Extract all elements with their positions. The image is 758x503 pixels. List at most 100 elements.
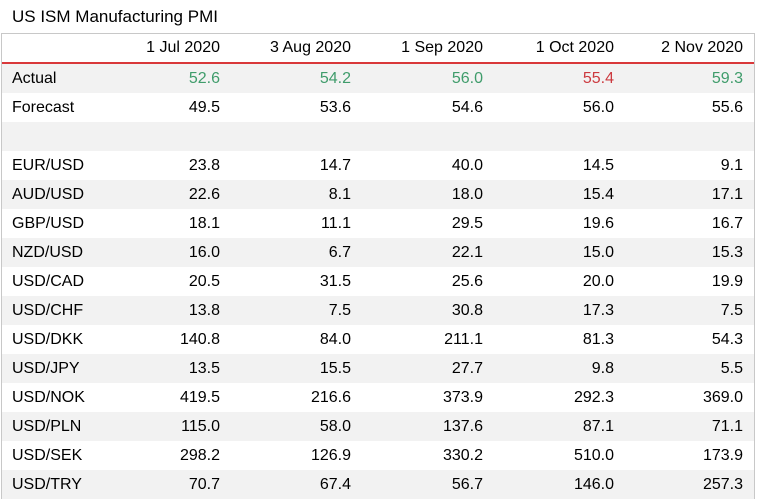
pair-value: 17.3 — [483, 296, 614, 325]
pair-value: 173.9 — [702, 446, 743, 464]
pair-value: 13.8 — [89, 296, 220, 325]
pair-value: 7.5 — [614, 296, 754, 325]
pair-value: 23.8 — [188, 156, 220, 174]
actual-value: 54.2 — [220, 63, 351, 93]
currency-pair-row: EUR/USD 23.8 14.7 40.0 14.5 9.1 — [2, 151, 754, 180]
pair-value: 126.9 — [310, 446, 351, 464]
pair-value: 15.3 — [614, 238, 754, 267]
pair-value: 9.1 — [720, 156, 743, 174]
currency-pair-row: AUD/USD 22.6 8.1 18.0 15.4 17.1 — [2, 180, 754, 209]
column-header: 1 Sep 2020 — [351, 34, 483, 64]
pair-value: 373.9 — [442, 388, 483, 406]
pair-value: 31.5 — [319, 272, 351, 290]
actual-row: Actual 52.6 54.2 56.0 55.4 59.3 — [2, 63, 754, 93]
actual-value: 59.3 — [614, 63, 754, 93]
row-label: Actual — [2, 63, 89, 93]
column-header: 2 Nov 2020 — [614, 34, 754, 64]
pair-value: 211.1 — [444, 330, 483, 348]
currency-pairs-body: EUR/USD 23.8 14.7 40.0 14.5 9.1 AUD/USD 22.6 8.1… — [2, 151, 754, 499]
pair-value: 115.0 — [89, 412, 220, 441]
actual-value: 56.0 — [351, 63, 483, 93]
pair-value: 8.1 — [220, 180, 351, 209]
forecast-row: Forecast 49.5 53.6 54.6 56.0 55.6 — [2, 93, 754, 122]
pair-label: USD/NOK — [12, 388, 85, 406]
pair-value: 15.0 — [483, 238, 614, 267]
pair-value: 17.1 — [614, 180, 754, 209]
pair-label: USD/CAD — [12, 272, 85, 290]
pair-value: 20.0 — [582, 272, 614, 290]
pair-value: 13.5 — [89, 354, 220, 383]
pair-value: 257.3 — [614, 470, 754, 499]
pair-value: 19.9 — [711, 272, 743, 290]
table-title: US ISM Manufacturing PMI — [12, 7, 218, 26]
pair-label: USD/DKK — [12, 330, 84, 348]
pair-value: 330.2 — [442, 446, 483, 464]
currency-pair-row: USD/DKK 140.8 84.0 211.1 81.3 54.3 — [2, 325, 754, 354]
pair-value: 58.0 — [220, 412, 351, 441]
currency-pair-row: USD/TRY 70.7 67.4 56.7 146.0 257.3 — [2, 470, 754, 499]
pair-value: 19.6 — [582, 214, 614, 232]
pair-value: 14.7 — [319, 156, 351, 174]
pair-value: 29.5 — [451, 214, 483, 232]
pair-value: 40.0 — [451, 156, 483, 174]
pair-value: 81.3 — [582, 330, 614, 348]
currency-pair-row: USD/SEK 298.2 126.9 330.2 510.0 173.9 — [2, 441, 754, 470]
pair-label: USD/TRY — [2, 470, 89, 499]
pair-value: 5.5 — [614, 354, 754, 383]
pair-value: 298.2 — [179, 446, 220, 464]
pair-value: 54.3 — [711, 330, 743, 348]
pair-label: USD/JPY — [2, 354, 89, 383]
pair-value: 84.0 — [319, 330, 351, 348]
pair-value: 11.1 — [321, 214, 351, 232]
pair-value: 70.7 — [89, 470, 220, 499]
spacer-row — [2, 122, 754, 151]
actual-value: 52.6 — [89, 63, 220, 93]
pair-value: 56.7 — [351, 470, 483, 499]
pair-value: 510.0 — [573, 446, 614, 464]
pair-value: 14.5 — [582, 156, 614, 174]
column-header: 1 Oct 2020 — [483, 34, 614, 64]
pair-value: 16.0 — [89, 238, 220, 267]
header-row: 1 Jul 2020 3 Aug 2020 1 Sep 2020 1 Oct 2… — [2, 34, 754, 64]
forecast-value: 53.6 — [319, 98, 351, 116]
pair-value: 16.7 — [711, 214, 743, 232]
pair-value: 146.0 — [483, 470, 614, 499]
pair-value: 369.0 — [702, 388, 743, 406]
forecast-value: 56.0 — [582, 98, 614, 116]
pair-value: 22.6 — [89, 180, 220, 209]
pair-value: 30.8 — [351, 296, 483, 325]
currency-pair-row: USD/CHF 13.8 7.5 30.8 17.3 7.5 — [2, 296, 754, 325]
currency-pair-row: USD/JPY 13.5 15.5 27.7 9.8 5.5 — [2, 354, 754, 383]
pair-value: 419.5 — [179, 388, 220, 406]
pair-value: 18.0 — [351, 180, 483, 209]
pair-value: 87.1 — [483, 412, 614, 441]
forecast-value: 55.6 — [711, 98, 743, 116]
pair-value: 20.5 — [188, 272, 220, 290]
pair-value: 25.6 — [451, 272, 483, 290]
header-corner — [2, 34, 89, 64]
pair-value: 15.4 — [483, 180, 614, 209]
currency-pair-row: USD/CAD 20.5 31.5 25.6 20.0 19.9 — [2, 267, 754, 296]
currency-pair-row: USD/NOK 419.5 216.6 373.9 292.3 369.0 — [2, 383, 754, 412]
pair-value: 27.7 — [351, 354, 483, 383]
pair-label: EUR/USD — [12, 156, 85, 174]
forecast-value: 54.6 — [451, 98, 483, 116]
pmi-data-table: 1 Jul 2020 3 Aug 2020 1 Sep 2020 1 Oct 2… — [2, 34, 754, 499]
pair-label: GBP/USD — [12, 214, 85, 232]
pair-value: 140.8 — [179, 330, 220, 348]
pair-value: 22.1 — [351, 238, 483, 267]
pair-value: 137.6 — [351, 412, 483, 441]
column-header: 3 Aug 2020 — [220, 34, 351, 64]
pair-value: 216.6 — [310, 388, 351, 406]
actual-value: 55.4 — [483, 63, 614, 93]
pair-value: 9.8 — [483, 354, 614, 383]
pair-value: 7.5 — [220, 296, 351, 325]
pair-label: USD/SEK — [12, 446, 83, 464]
pair-value: 18.1 — [188, 214, 220, 232]
pair-value: 71.1 — [614, 412, 754, 441]
pair-value: 292.3 — [573, 388, 614, 406]
pair-value: 6.7 — [220, 238, 351, 267]
pair-label: USD/CHF — [2, 296, 89, 325]
pair-label: USD/PLN — [2, 412, 89, 441]
pair-value: 15.5 — [220, 354, 351, 383]
